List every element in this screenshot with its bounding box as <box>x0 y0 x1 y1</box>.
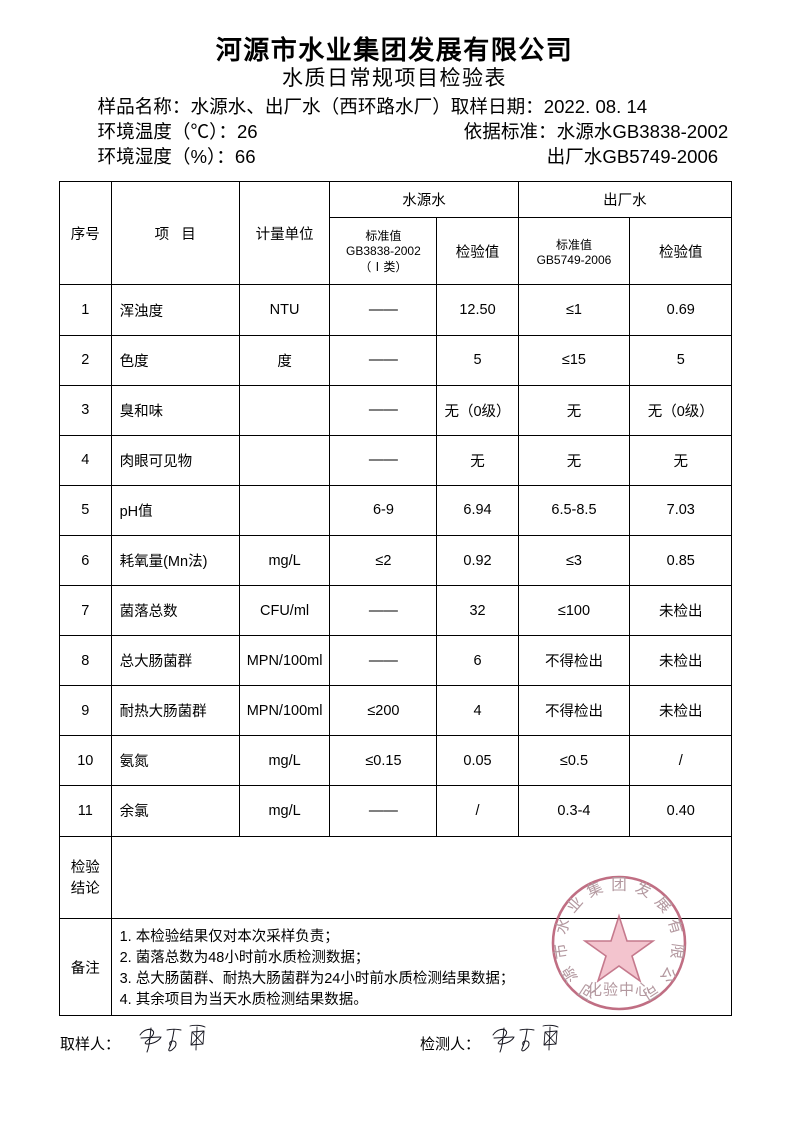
svg-text:有: 有 <box>664 916 686 936</box>
svg-text:水: 水 <box>552 916 574 936</box>
svg-text:业: 业 <box>563 893 587 917</box>
svg-text:集: 集 <box>584 878 606 901</box>
svg-text:团: 团 <box>611 877 627 894</box>
svg-text:化验中心: 化验中心 <box>587 982 651 999</box>
svg-text:源: 源 <box>558 963 582 986</box>
svg-text:市: 市 <box>551 942 571 960</box>
svg-text:发: 发 <box>632 878 654 901</box>
svg-text:限: 限 <box>667 942 687 960</box>
svg-text:展: 展 <box>651 894 674 917</box>
svg-text:公: 公 <box>657 963 680 985</box>
